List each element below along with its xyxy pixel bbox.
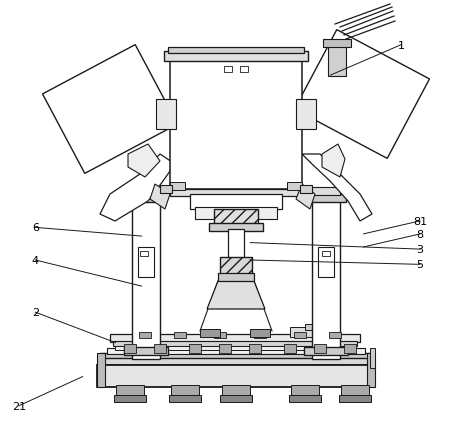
Bar [323,40,351,48]
Bar [169,395,201,402]
Bar [254,332,266,338]
Text: 8: 8 [416,230,424,239]
Bar [200,329,220,337]
Bar [97,353,105,387]
Bar [220,257,252,275]
Bar [314,344,326,353]
Bar [341,385,369,395]
Bar [110,334,360,342]
Polygon shape [295,30,430,159]
Bar [209,224,263,231]
Bar [171,385,199,395]
Bar [305,324,335,330]
Polygon shape [302,155,372,221]
Text: 1: 1 [398,41,405,50]
Bar [100,357,372,365]
Bar [250,329,270,337]
Bar [156,100,176,130]
Text: 5: 5 [417,260,423,270]
Text: 4: 4 [32,256,39,265]
Bar [190,194,282,210]
Bar [154,344,166,353]
Bar [214,332,226,338]
Bar [304,347,348,355]
Bar [284,344,296,353]
Bar [312,187,340,196]
Bar [170,183,185,191]
Bar [132,200,160,359]
Bar [312,200,340,359]
Bar [291,385,319,395]
Bar [140,251,148,256]
Bar [367,353,375,387]
Bar [168,48,304,54]
Bar [240,67,248,73]
Bar [126,194,166,203]
Polygon shape [128,145,160,178]
Bar [97,365,375,387]
Text: 3: 3 [417,245,423,254]
Bar [132,187,160,196]
Bar [114,395,146,402]
Bar [107,348,365,354]
Polygon shape [322,145,345,178]
Text: 21: 21 [12,401,26,411]
Bar [220,395,252,402]
Polygon shape [150,184,170,210]
Polygon shape [42,46,177,174]
Bar [113,341,357,346]
Bar [139,332,151,338]
Bar [100,353,372,358]
Bar [214,210,258,224]
Bar [164,52,308,62]
Bar [318,247,334,277]
Polygon shape [207,281,265,309]
Bar [222,385,250,395]
Bar [322,251,330,256]
Bar [344,344,356,353]
Text: 81: 81 [413,217,427,226]
Polygon shape [170,190,302,197]
Bar [124,344,136,353]
Bar [116,385,144,395]
Polygon shape [100,155,175,221]
Text: 2: 2 [32,308,39,317]
Polygon shape [296,184,315,210]
Bar [124,347,168,355]
Bar [328,42,346,77]
Bar [300,186,312,194]
Bar [289,395,321,402]
Bar [296,100,316,130]
Bar [189,344,201,353]
Text: 6: 6 [32,223,39,233]
Bar [329,332,341,338]
Bar [218,273,254,281]
Bar [195,207,277,220]
Bar [115,346,355,350]
Bar [224,67,232,73]
Bar [287,183,302,191]
Bar [290,327,335,337]
Bar [170,60,302,190]
Bar [339,395,371,402]
Bar [370,348,375,368]
Bar [228,230,244,260]
Bar [306,194,346,203]
Bar [160,186,172,194]
Bar [294,332,306,338]
Bar [138,247,154,277]
Bar [174,332,186,338]
Bar [219,344,231,353]
Bar [249,344,261,353]
